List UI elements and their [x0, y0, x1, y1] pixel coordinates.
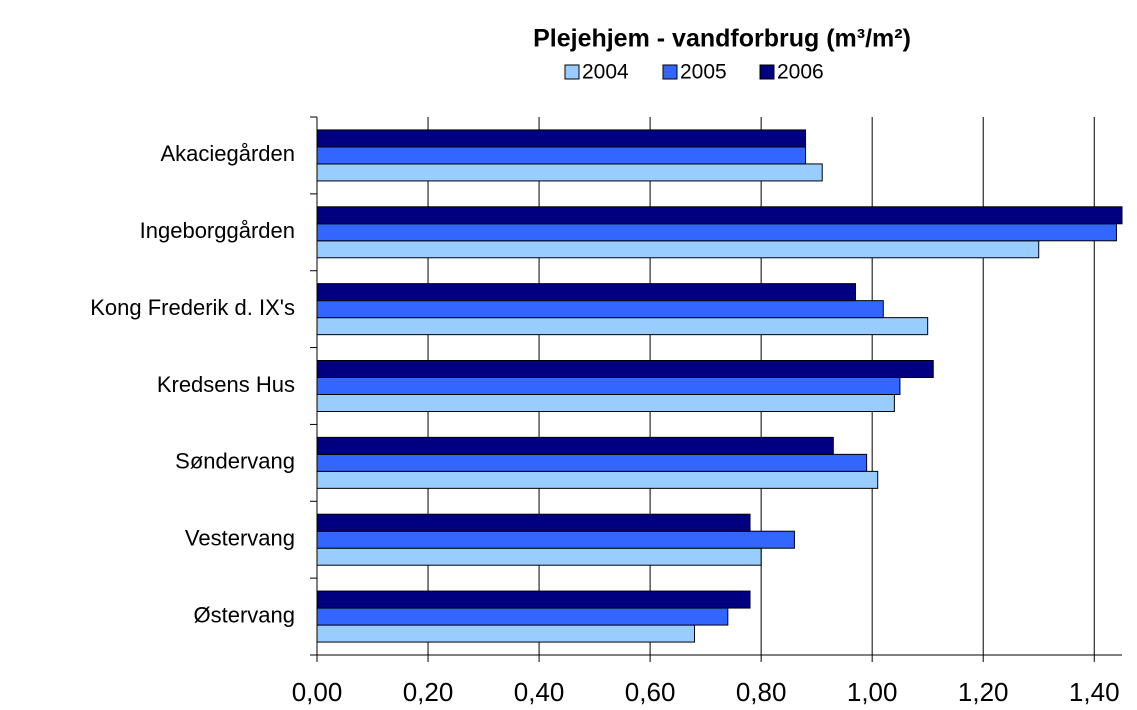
- bar: [316, 547, 762, 566]
- y-tick-label: Østervang: [194, 602, 296, 627]
- bar: [316, 470, 879, 489]
- y-tick-label: Akaciegården: [160, 141, 295, 166]
- x-tick-label: 0,80: [736, 677, 787, 707]
- legend-swatch: [564, 64, 580, 80]
- x-tick-label: 1,40: [1069, 677, 1120, 707]
- bar: [316, 530, 795, 549]
- bar: [316, 624, 696, 643]
- y-tick-label: Ingeborggården: [140, 218, 295, 243]
- x-tick-label: 1,20: [958, 677, 1009, 707]
- legend-label: 2006: [777, 61, 824, 84]
- bar: [316, 360, 934, 378]
- bar: [316, 163, 823, 182]
- y-tick-label: Kredsens Hus: [157, 372, 295, 397]
- bar: [316, 607, 729, 626]
- bar: [316, 223, 1117, 242]
- bar: [316, 394, 895, 412]
- chart-title: Plejehjem - vandforbrug (m³/m²): [533, 25, 911, 53]
- x-tick-label: 1,00: [847, 677, 898, 707]
- bar: [316, 146, 807, 165]
- x-tick-label: 0,00: [292, 677, 343, 707]
- legend-swatch: [759, 64, 775, 80]
- y-tick-label: Søndervang: [175, 449, 295, 474]
- bar: [316, 317, 929, 336]
- bar: [316, 453, 868, 472]
- bar: [316, 377, 901, 395]
- bar: [316, 206, 1123, 225]
- bar: [316, 513, 751, 532]
- bar: [316, 436, 834, 455]
- bar: [316, 129, 807, 148]
- bar: [316, 590, 751, 609]
- y-tick-label: Kong Frederik d. IX's: [90, 295, 295, 320]
- y-tick-label: Vestervang: [185, 526, 295, 551]
- legend-label: 2005: [680, 61, 727, 84]
- legend-label: 2004: [582, 61, 629, 84]
- bar: [316, 283, 857, 302]
- x-tick-label: 0,20: [403, 677, 454, 707]
- legend-swatch: [662, 64, 678, 80]
- bar: [316, 300, 884, 319]
- x-tick-label: 0,60: [625, 677, 676, 707]
- x-tick-label: 0,40: [514, 677, 565, 707]
- bar: [316, 240, 1040, 259]
